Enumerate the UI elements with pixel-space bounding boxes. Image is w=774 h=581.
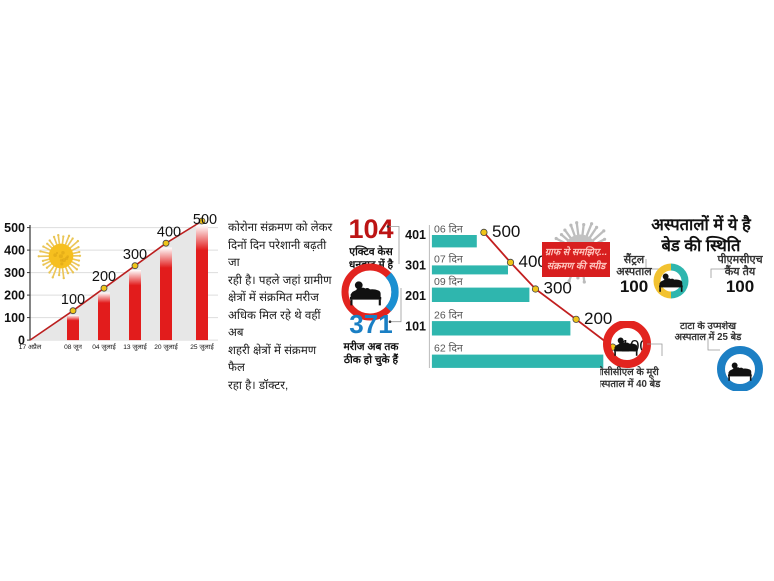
svg-text:अस्पताल में 25 बेड: अस्पताल में 25 बेड	[675, 331, 742, 343]
svg-text:20 जुलाई: 20 जुलाई	[154, 343, 178, 351]
svg-text:300: 300	[4, 266, 25, 280]
svg-text:कैंय तैय: कैंय तैय	[724, 264, 756, 278]
svg-text:13 जुलाई: 13 जुलाई	[123, 343, 147, 351]
svg-text:पीएमसीएच: पीएमसीएच	[716, 252, 763, 266]
svg-text:25 जुलाई: 25 जुलाई	[190, 343, 214, 351]
svg-text:धीसीसीएल के मूरी: धीसीसीएल के मूरी	[600, 366, 659, 378]
svg-text:अस्पताल में 40 बेड: अस्पताल में 40 बेड	[600, 378, 661, 390]
svg-text:17 अप्रैल: 17 अप्रैल	[19, 343, 42, 351]
svg-text:100: 100	[61, 292, 85, 308]
svg-text:500: 500	[492, 222, 520, 241]
svg-text:200: 200	[92, 269, 116, 285]
svg-text:सैंट्रल: सैंट्रल	[623, 252, 645, 266]
svg-text:200: 200	[4, 289, 25, 303]
svg-text:04 जुलाई: 04 जुलाई	[92, 343, 116, 351]
svg-text:400: 400	[157, 225, 181, 241]
svg-text:100: 100	[4, 311, 25, 325]
svg-text:500: 500	[193, 213, 217, 228]
svg-text:टाटा के उप्मशेख: टाटा के उप्मशेख	[679, 321, 737, 332]
svg-text:08 जून: 08 जून	[64, 344, 82, 351]
svg-text:07 दिन: 07 दिन	[434, 253, 463, 266]
svg-text:62 दिन: 62 दिन	[434, 342, 463, 355]
svg-text:26 दिन: 26 दिन	[434, 309, 463, 322]
svg-text:100: 100	[620, 277, 648, 296]
svg-text:400: 400	[4, 244, 25, 258]
svg-text:100: 100	[726, 277, 754, 296]
svg-text:06 दिन: 06 दिन	[434, 223, 463, 236]
svg-text:500: 500	[4, 221, 25, 235]
svg-text:300: 300	[123, 247, 147, 263]
svg-text:09 दिन: 09 दिन	[434, 275, 463, 288]
